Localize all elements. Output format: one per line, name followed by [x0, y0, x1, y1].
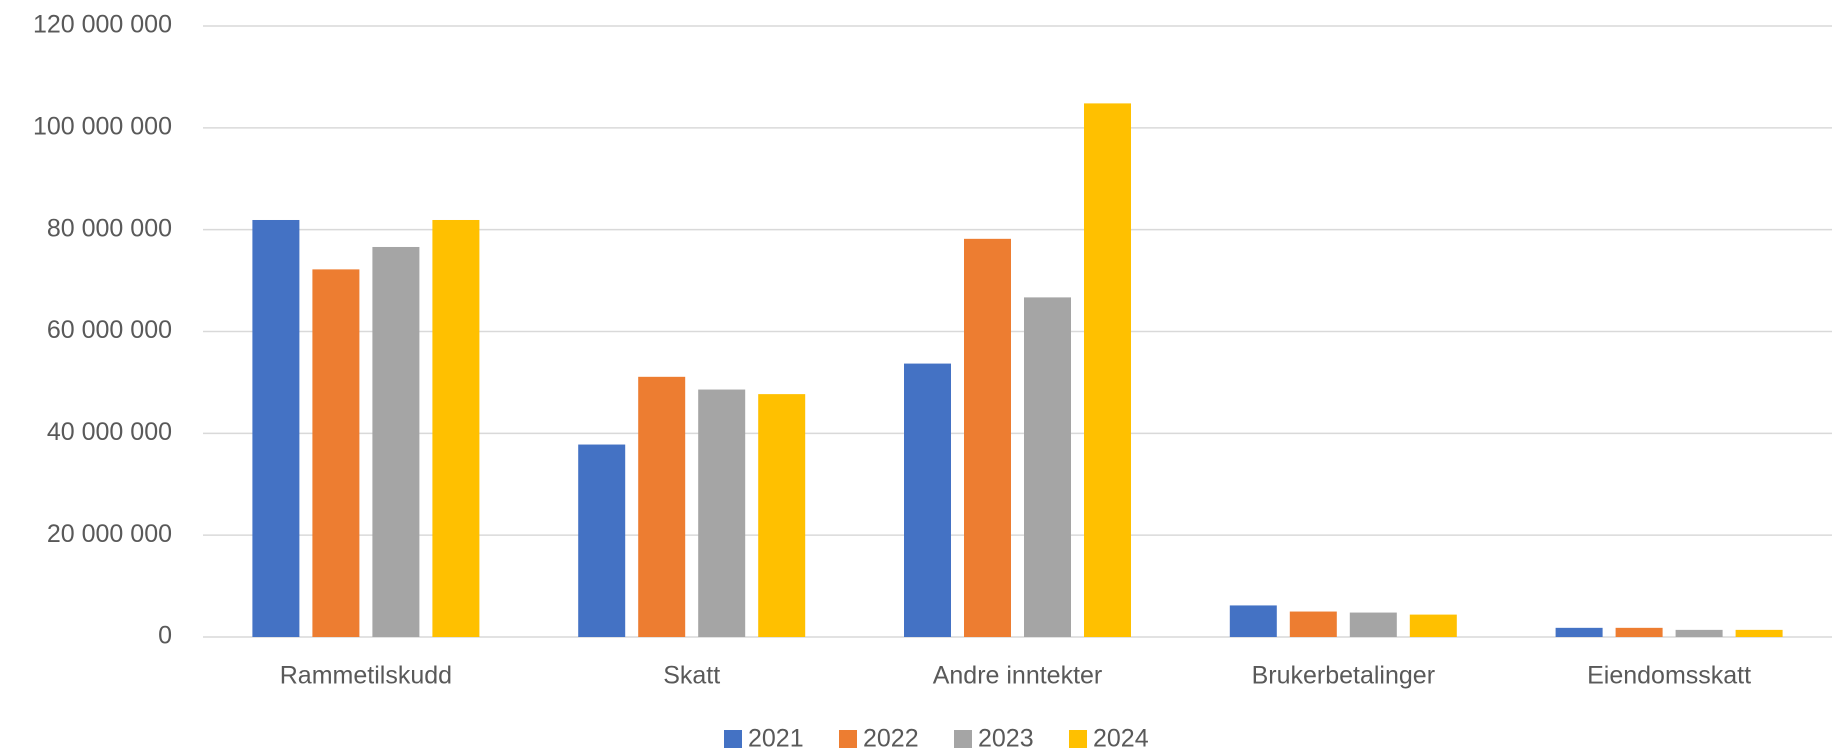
legend-label: 2024 — [1093, 725, 1149, 753]
bar — [1556, 628, 1603, 637]
x-tick-label: Brukerbetalinger — [1252, 662, 1435, 690]
bar — [638, 377, 685, 637]
bar — [252, 220, 299, 637]
bar — [1290, 612, 1337, 637]
bar — [698, 390, 745, 637]
bar — [312, 269, 359, 637]
x-tick-label: Rammetilskudd — [280, 662, 452, 690]
y-tick-label: 40 000 000 — [47, 418, 172, 446]
y-tick-label: 120 000 000 — [33, 11, 172, 39]
legend-swatch — [839, 730, 857, 748]
bar — [1676, 630, 1723, 637]
bar — [432, 220, 479, 637]
bar — [904, 364, 951, 637]
bar — [1350, 613, 1397, 637]
y-tick-label: 60 000 000 — [47, 316, 172, 344]
bar — [758, 394, 805, 637]
bar — [1410, 615, 1457, 637]
bar — [1736, 630, 1783, 637]
y-tick-label: 100 000 000 — [33, 112, 172, 140]
x-tick-label: Andre inntekter — [933, 662, 1103, 690]
bar — [1616, 628, 1663, 637]
legend-swatch — [954, 730, 972, 748]
legend-label: 2022 — [863, 725, 919, 753]
legend-swatch — [1069, 730, 1087, 748]
bar — [1024, 297, 1071, 637]
bar — [372, 247, 419, 637]
x-tick-label: Skatt — [663, 662, 720, 690]
bar — [964, 239, 1011, 637]
legend-label: 2023 — [978, 725, 1034, 753]
bar — [1230, 605, 1277, 637]
page: {"chart_data": {"type": "bar", "categori… — [0, 0, 1832, 754]
x-tick-label: Eiendomsskatt — [1587, 662, 1751, 690]
y-tick-label: 0 — [158, 622, 172, 650]
bar — [578, 445, 625, 637]
bar — [1084, 103, 1131, 637]
legend-label: 2021 — [748, 725, 804, 753]
y-tick-label: 20 000 000 — [47, 520, 172, 548]
y-tick-label: 80 000 000 — [47, 214, 172, 242]
legend-swatch — [724, 730, 742, 748]
chart: 0 20 000 000 40 000 000 60 000 000 80 000 00… — [0, 0, 1832, 754]
